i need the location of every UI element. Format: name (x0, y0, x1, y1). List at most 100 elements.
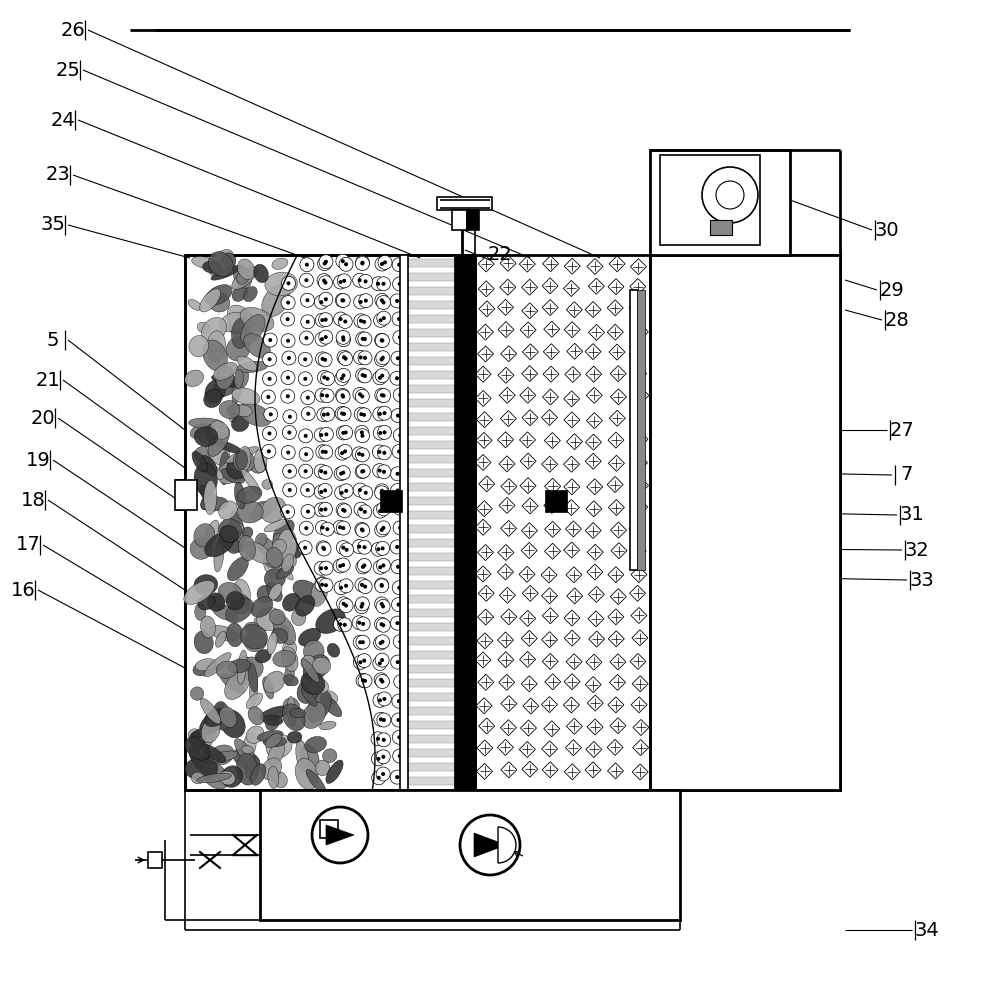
Bar (408, 777, 455, 785)
Ellipse shape (232, 376, 242, 405)
Ellipse shape (220, 771, 235, 785)
Circle shape (325, 412, 329, 416)
Circle shape (390, 294, 405, 308)
Circle shape (355, 465, 369, 479)
Circle shape (359, 412, 363, 416)
Circle shape (336, 368, 350, 382)
Ellipse shape (249, 458, 266, 473)
Circle shape (356, 523, 370, 537)
Circle shape (357, 408, 371, 422)
Circle shape (315, 503, 328, 517)
Bar (408, 357, 455, 365)
Circle shape (339, 491, 344, 495)
Circle shape (263, 333, 277, 347)
Ellipse shape (241, 745, 253, 754)
Ellipse shape (203, 340, 227, 371)
Bar (408, 287, 455, 295)
Circle shape (283, 464, 297, 478)
Circle shape (378, 509, 382, 513)
Circle shape (377, 776, 381, 780)
Circle shape (460, 815, 520, 875)
Circle shape (377, 277, 391, 291)
Circle shape (323, 281, 327, 285)
Circle shape (364, 491, 368, 495)
Circle shape (323, 297, 328, 301)
Circle shape (267, 431, 271, 435)
Circle shape (380, 658, 384, 662)
Circle shape (397, 718, 401, 722)
Circle shape (381, 356, 385, 360)
Circle shape (354, 407, 368, 421)
Ellipse shape (225, 668, 251, 699)
Bar (408, 721, 455, 729)
Bar (437, 197, 492, 210)
Circle shape (269, 412, 273, 416)
Ellipse shape (248, 663, 258, 692)
Circle shape (382, 623, 386, 627)
Circle shape (315, 428, 328, 442)
Ellipse shape (202, 317, 226, 342)
Circle shape (360, 602, 364, 606)
Circle shape (286, 301, 290, 305)
Ellipse shape (287, 696, 296, 727)
Ellipse shape (215, 440, 242, 453)
Ellipse shape (199, 485, 218, 505)
Circle shape (336, 466, 350, 480)
Circle shape (398, 263, 402, 267)
Circle shape (337, 350, 351, 364)
Bar (408, 315, 455, 323)
Circle shape (380, 602, 384, 606)
Bar (467, 210, 479, 230)
Circle shape (376, 599, 390, 613)
Circle shape (374, 673, 388, 687)
Ellipse shape (222, 253, 236, 268)
Ellipse shape (273, 550, 297, 570)
Bar (408, 525, 455, 533)
Bar (408, 385, 455, 393)
Ellipse shape (302, 702, 325, 728)
Ellipse shape (185, 737, 210, 760)
Circle shape (315, 295, 328, 309)
Ellipse shape (189, 418, 225, 429)
Ellipse shape (264, 671, 285, 693)
Ellipse shape (224, 533, 239, 553)
Ellipse shape (277, 529, 297, 562)
Circle shape (380, 528, 384, 532)
Circle shape (382, 300, 386, 304)
Circle shape (391, 484, 405, 498)
Circle shape (323, 358, 327, 362)
Circle shape (363, 545, 367, 549)
Bar (408, 483, 455, 491)
Circle shape (375, 293, 389, 307)
Bar (408, 609, 455, 617)
Circle shape (344, 262, 348, 266)
Circle shape (378, 469, 382, 473)
Ellipse shape (236, 361, 268, 373)
Ellipse shape (240, 314, 265, 344)
Circle shape (321, 413, 325, 417)
Ellipse shape (257, 585, 274, 603)
Ellipse shape (235, 450, 247, 469)
Ellipse shape (261, 497, 286, 523)
Ellipse shape (255, 501, 270, 516)
Ellipse shape (273, 625, 289, 635)
Ellipse shape (273, 614, 296, 645)
Ellipse shape (189, 731, 206, 748)
Circle shape (381, 546, 385, 550)
Ellipse shape (205, 709, 226, 727)
Circle shape (318, 353, 332, 367)
Circle shape (702, 167, 758, 223)
Ellipse shape (228, 314, 249, 334)
Ellipse shape (246, 726, 264, 743)
Circle shape (360, 262, 364, 266)
Circle shape (355, 429, 370, 443)
Circle shape (377, 295, 391, 309)
Circle shape (336, 254, 350, 268)
Circle shape (333, 275, 347, 289)
Circle shape (338, 352, 353, 366)
Circle shape (342, 279, 346, 283)
Ellipse shape (209, 252, 233, 276)
Circle shape (306, 396, 310, 400)
Ellipse shape (204, 480, 217, 515)
Circle shape (320, 337, 324, 341)
